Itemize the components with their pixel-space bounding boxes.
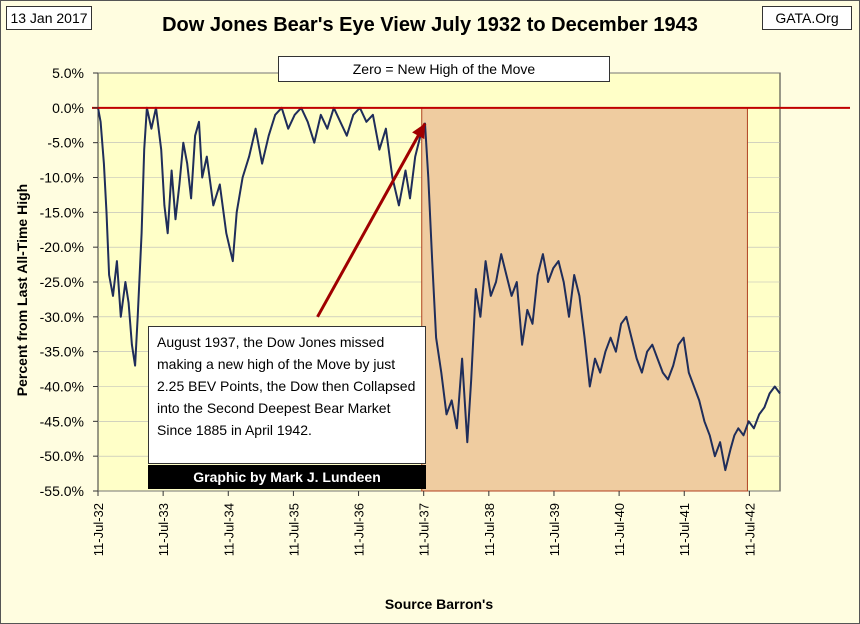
x-tick-label: 11-Jul-36 bbox=[352, 503, 367, 556]
y-tick-label: -15.0% bbox=[40, 204, 84, 220]
y-tick-label: -30.0% bbox=[40, 309, 84, 325]
date-label: 13 Jan 2017 bbox=[6, 6, 92, 30]
y-tick-label: -35.0% bbox=[40, 344, 84, 360]
annotation-note: August 1937, the Dow Jones missed making… bbox=[148, 326, 426, 464]
y-tick-label: 5.0% bbox=[52, 65, 84, 81]
y-tick-label: -50.0% bbox=[40, 448, 84, 464]
x-tick-label: 11-Jul-39 bbox=[547, 503, 562, 556]
x-tick-label: 11-Jul-41 bbox=[677, 503, 692, 556]
y-tick-label: -55.0% bbox=[40, 483, 84, 499]
y-tick-label: 0.0% bbox=[52, 100, 84, 116]
y-axis-label: Percent from Last All-Time High bbox=[14, 183, 30, 397]
y-tick-label: -25.0% bbox=[40, 274, 84, 290]
bear-market-region bbox=[421, 107, 748, 492]
zero-label: Zero = New High of the Move bbox=[278, 56, 610, 82]
y-tick-label: -40.0% bbox=[40, 379, 84, 395]
chart-title: Dow Jones Bear's Eye View July 1932 to D… bbox=[162, 14, 698, 36]
x-tick-label: 11-Jul-32 bbox=[91, 503, 106, 556]
dow-bev-line bbox=[97, 106, 781, 472]
annotation-arrow bbox=[316, 122, 427, 318]
site-label: GATA.Org bbox=[762, 6, 852, 30]
y-tick-label: -10.0% bbox=[40, 170, 84, 186]
x-axis-label: Source Barron's bbox=[384, 596, 494, 612]
x-tick-label: 11-Jul-35 bbox=[286, 503, 301, 556]
x-tick-label: 11-Jul-33 bbox=[156, 503, 171, 556]
x-tick-label: 11-Jul-37 bbox=[417, 503, 432, 556]
y-tick-label: -45.0% bbox=[40, 413, 84, 429]
graphic-credit: Graphic by Mark J. Lundeen bbox=[148, 465, 426, 489]
x-tick-label: 11-Jul-40 bbox=[612, 503, 627, 556]
y-tick-label: -20.0% bbox=[40, 239, 84, 255]
x-tick-label: 11-Jul-38 bbox=[482, 503, 497, 556]
x-tick-label: 11-Jul-42 bbox=[742, 503, 757, 556]
x-tick-label: 11-Jul-34 bbox=[221, 503, 236, 556]
arrow-head bbox=[412, 123, 425, 140]
y-tick-label: -5.0% bbox=[47, 135, 84, 151]
